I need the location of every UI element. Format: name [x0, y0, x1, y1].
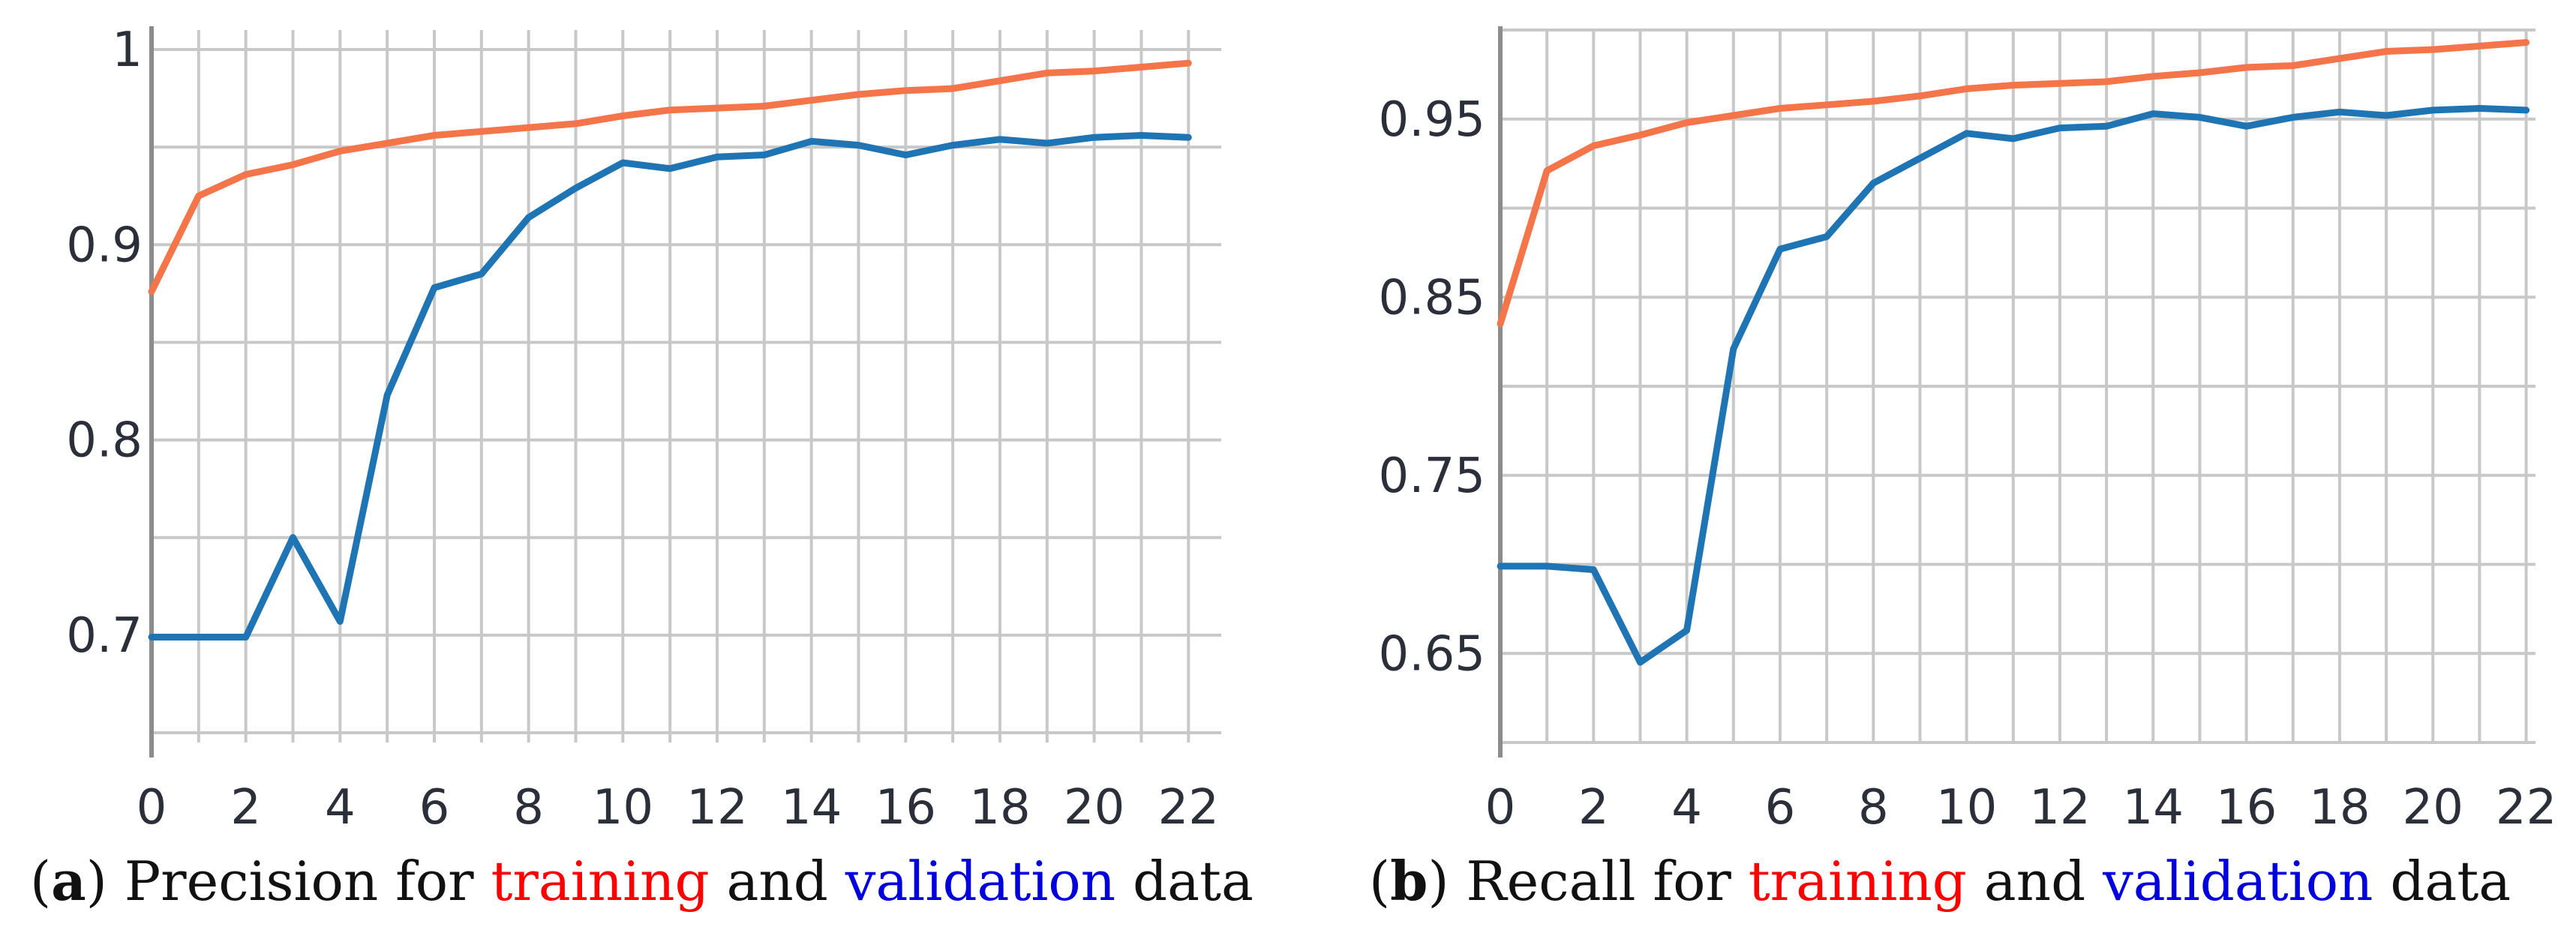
- panel-b-x-tick-label: 4: [1671, 780, 1702, 836]
- panel-b-x-tick-label: 8: [1858, 780, 1889, 836]
- panel-a-x-tick-label: 12: [686, 780, 747, 836]
- panel-a-x-tick-label: 2: [230, 780, 261, 836]
- panel-b-caption-part: b: [1390, 849, 1428, 913]
- panel-b-x-tick-label: 22: [2496, 780, 2556, 836]
- panel-a-x-tick-label: 20: [1064, 780, 1124, 836]
- panel-b-x-tick-label: 2: [1578, 780, 1609, 836]
- panel-b-y-tick-label: 0.75: [1379, 448, 1486, 504]
- panel-a-x-tick-label: 16: [875, 780, 936, 836]
- panel-a-caption-part: ): [86, 850, 107, 913]
- panel-b-training-series-line: [1497, 39, 2530, 328]
- panel-b-y-tick-label: 0.95: [1379, 92, 1486, 148]
- panel-b-caption-part: ): [1428, 850, 1449, 913]
- panel-b-caption-part: and: [1967, 850, 2103, 913]
- panel-b-x-tick-label: 6: [1765, 780, 1796, 836]
- panel-b-x-tick-label: 20: [2403, 780, 2463, 836]
- panel-b-x-tick-label: 14: [2123, 780, 2184, 836]
- panel-b-y-tick-label: 0.65: [1379, 626, 1486, 682]
- panel-b-caption-part: training: [1749, 850, 1967, 913]
- panel-b-x-tick-label: 0: [1485, 780, 1516, 836]
- panel-b-caption-part: data: [2373, 850, 2511, 913]
- panel-b-caption-part: Recall for: [1449, 850, 1749, 913]
- panel-a-caption-part: data: [1115, 850, 1253, 913]
- panel-a-x-tick-label: 8: [513, 780, 544, 836]
- panel-a-caption: (a) Precision for training and validatio…: [30, 849, 1253, 913]
- panel-a-y-tick-label: 0.9: [66, 218, 143, 273]
- panel-b-x-tick-label: 12: [2029, 780, 2090, 836]
- panel-b-x-tick-label: 10: [1936, 780, 1997, 836]
- panel-b-validation-series-line: [1497, 105, 2530, 666]
- panel-a-training-series-line: [148, 59, 1192, 296]
- panel-a-caption-part: (: [30, 850, 51, 913]
- panel-a-caption-part: Precision for: [107, 850, 491, 913]
- panel-b-recall-chart: 0.65 0.75 0.85 0.95 0 2 4 6 8 10 12 14 16 18 20 22 (b) R…: [1369, 26, 2556, 913]
- panel-a-x-tick-label: 0: [137, 780, 167, 836]
- panel-a-validation-series-line: [148, 132, 1192, 640]
- panel-a-x-tick-label: 22: [1158, 780, 1219, 836]
- panel-a-caption-part: and: [710, 850, 845, 913]
- panel-a-y-tick-label: 1: [112, 22, 143, 78]
- panel-b-caption-part: validation: [2102, 850, 2373, 913]
- panel-a-x-tick-label: 14: [781, 780, 842, 836]
- panel-a-caption-part: validation: [845, 850, 1115, 913]
- panel-b-y-tick-label: 0.85: [1379, 270, 1486, 326]
- panel-b-caption-part: (: [1369, 850, 1390, 913]
- panel-a-caption-part: a: [51, 849, 86, 913]
- panel-a-x-tick-label: 18: [969, 780, 1030, 836]
- panel-b-caption: (b) Recall for training and validation d…: [1369, 849, 2511, 913]
- panel-a-y-tick-label: 0.8: [66, 413, 143, 469]
- panel-a-caption-part: training: [491, 850, 709, 913]
- panel-a-precision-chart: 0.70.80.910 2 4 6 8 10 12 14 16 18 20 22(a) Precisi…: [30, 22, 1253, 913]
- panel-a-x-tick-label: 4: [325, 780, 356, 836]
- panel-b-x-tick-label: 16: [2216, 780, 2277, 836]
- panel-a-x-tick-label: 10: [593, 780, 653, 836]
- panel-b-x-tick-label: 18: [2309, 780, 2370, 836]
- panel-a-y-tick-label: 0.7: [66, 608, 143, 664]
- panel-a-x-tick-label: 6: [419, 780, 450, 836]
